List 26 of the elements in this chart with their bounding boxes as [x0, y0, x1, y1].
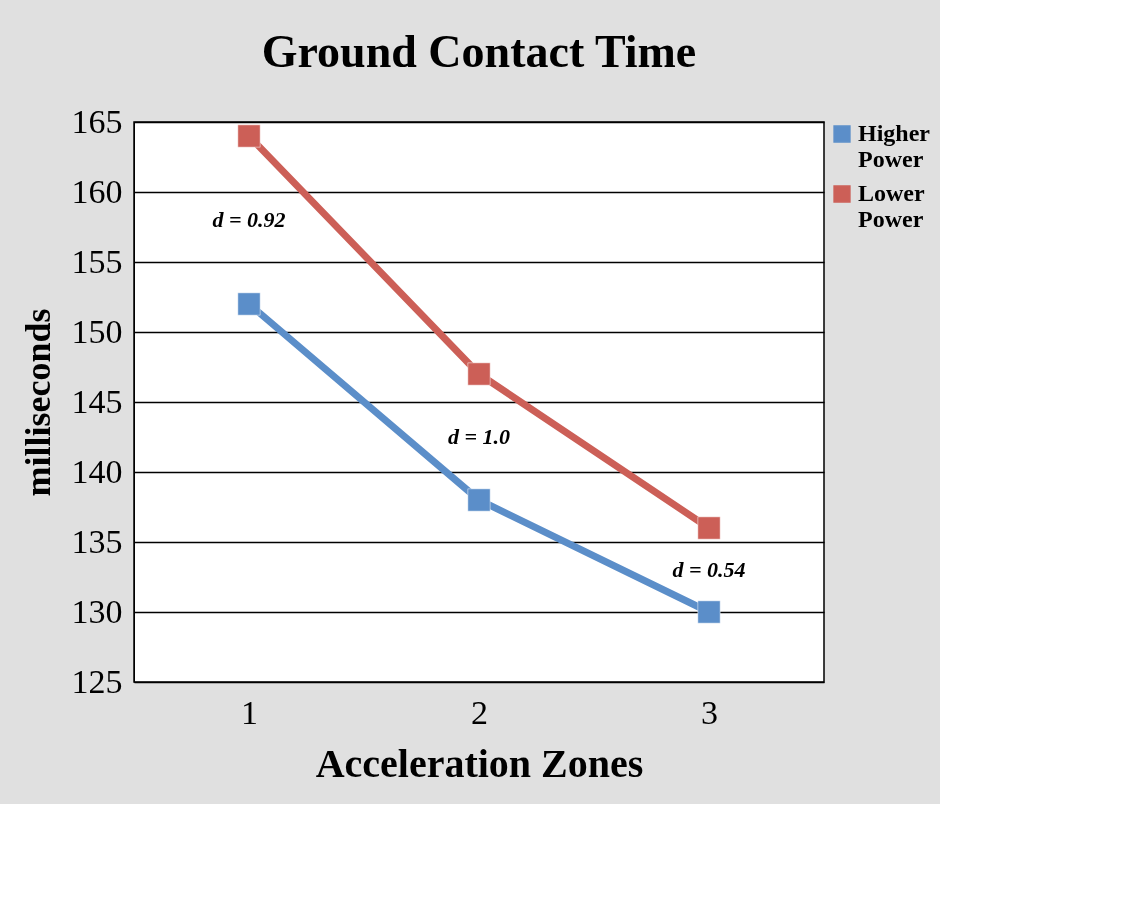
x-tick-label: 2 [471, 693, 488, 731]
y-tick-label: 140 [71, 452, 123, 490]
annotation: d = 0.92 [212, 207, 286, 232]
x-tick-label: 3 [701, 693, 718, 731]
y-tick-label: 165 [71, 102, 123, 140]
annotation: d = 0.54 [672, 557, 746, 582]
point [237, 292, 261, 316]
y-axis-title: milliseconds [17, 308, 58, 497]
y-tick-label: 135 [71, 522, 123, 560]
y-tick-label: 150 [71, 312, 123, 350]
point [237, 124, 261, 148]
annotation: d = 1.0 [447, 424, 511, 449]
legend-label: Lower Power [858, 180, 925, 232]
y-tick-label: 145 [71, 382, 123, 420]
y-tick-label: 130 [71, 592, 123, 630]
y-tick-label: 125 [71, 662, 123, 700]
point [467, 488, 491, 512]
y-tick-label: 155 [71, 242, 123, 280]
point [697, 600, 721, 624]
y-tick-label: 160 [71, 172, 123, 210]
x-axis-title: Acceleration Zones [315, 740, 644, 786]
point [697, 516, 721, 540]
point [467, 362, 491, 386]
x-tick-label: 1 [241, 693, 258, 731]
chart-title: Ground Contact Time [261, 26, 697, 77]
legend-label: Higher Power [858, 120, 931, 172]
